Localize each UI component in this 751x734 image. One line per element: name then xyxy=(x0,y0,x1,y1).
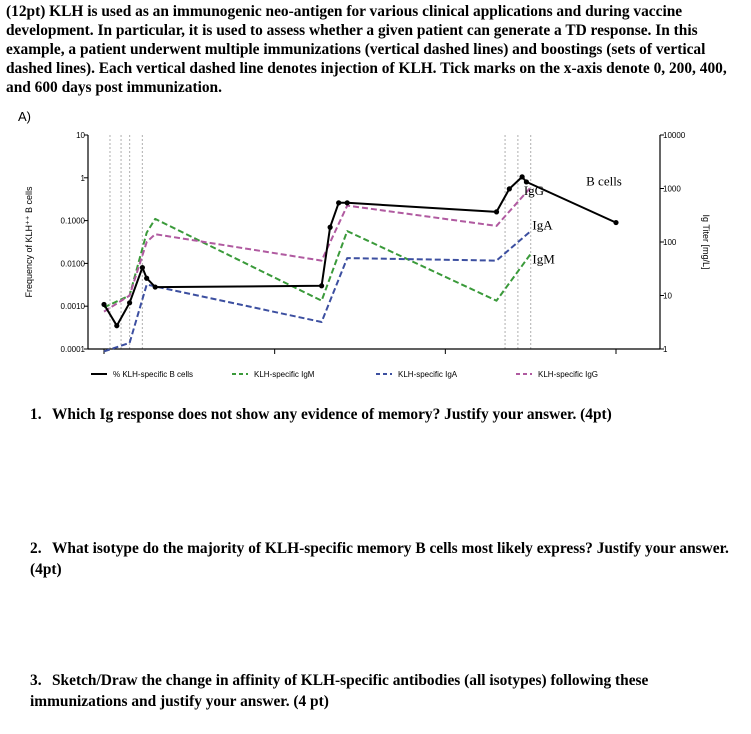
chart-legend: % KLH-specific B cells KLH-specific IgM KL… xyxy=(91,370,598,379)
series-0-point-6 xyxy=(319,283,325,289)
left-tick-label-1: 0.0010 xyxy=(61,302,86,311)
legend-label-3: KLH-specific IgG xyxy=(538,370,598,379)
left-tick-label-4: 1 xyxy=(81,174,86,183)
question-3-text: Sketch/Draw the change in affinity of KL… xyxy=(30,672,649,710)
series-0-point-1 xyxy=(114,323,120,329)
series-0-point-7 xyxy=(327,224,333,230)
question-1: 1. Which Ig response does not show any ev… xyxy=(30,404,735,425)
legend-label-0: % KLH-specific B cells xyxy=(113,370,193,379)
series-0-point-14 xyxy=(613,219,619,226)
chart-annotations: B cells IgG IgA IgM xyxy=(524,173,622,266)
right-tick-label-3: 1000 xyxy=(663,185,681,194)
legend-label-2: KLH-specific IgA xyxy=(398,370,458,379)
question-1-number: 1. xyxy=(30,406,42,423)
left-tick-label-3: 0.1000 xyxy=(61,217,86,226)
series-0-point-9 xyxy=(344,200,350,206)
series-0-point-13 xyxy=(523,179,530,185)
series-0-point-4 xyxy=(144,275,150,281)
series-line-1 xyxy=(103,217,532,309)
klh-chart: 0.0001 0.0010 0.0100 0.1000 1 10 Frequency of … xyxy=(24,131,711,379)
legend-label-1: KLH-specific IgM xyxy=(254,370,315,379)
series-0-point-11 xyxy=(506,186,512,192)
series-line-2 xyxy=(103,230,532,353)
question-3: 3. Sketch/Draw the change in affinity of … xyxy=(30,670,735,712)
annotation-3: IgM xyxy=(532,251,555,266)
series-0-point-0 xyxy=(101,301,107,308)
question-intro: (12pt) KLH is used as an immunogenic neo… xyxy=(6,3,727,96)
chart-series xyxy=(101,174,619,353)
annotation-1: IgG xyxy=(524,183,544,198)
chart-axes: 0.0001 0.0010 0.0100 0.1000 1 10 Frequency of … xyxy=(24,131,711,354)
left-axis-label: Frequency of KLH⁺⁺ B cells xyxy=(24,186,34,298)
series-line-3 xyxy=(103,186,532,313)
left-tick-label-5: 10 xyxy=(76,131,85,140)
question-2: 2. What isotype do the majority of KLH-sp… xyxy=(30,538,735,580)
question-2-text: What isotype do the majority of KLH-spec… xyxy=(30,540,729,578)
series-0-point-3 xyxy=(139,264,145,271)
left-tick-label-2: 0.0100 xyxy=(61,259,86,268)
injection-lines xyxy=(109,135,532,349)
series-0-point-2 xyxy=(127,300,133,306)
panel-label: A) xyxy=(18,109,31,124)
series-0-point-12 xyxy=(519,174,525,180)
question-2-number: 2. xyxy=(30,540,42,557)
annotation-0: B cells xyxy=(586,173,622,188)
question-1-text: Which Ig response does not show any evid… xyxy=(52,406,612,423)
series-0-point-5 xyxy=(152,284,158,290)
right-tick-label-0: 1 xyxy=(663,345,668,354)
series-0-point-10 xyxy=(493,209,500,215)
right-axis-label: Ig Titer [mg/L] xyxy=(701,214,711,269)
right-tick-label-4: 10000 xyxy=(663,131,686,140)
question-3-number: 3. xyxy=(30,672,42,689)
right-tick-label-2: 100 xyxy=(663,238,677,247)
left-tick-label-0: 0.0001 xyxy=(61,345,86,354)
right-tick-label-1: 10 xyxy=(663,292,672,301)
series-0-point-8 xyxy=(336,200,342,206)
annotation-2: IgA xyxy=(532,218,553,233)
